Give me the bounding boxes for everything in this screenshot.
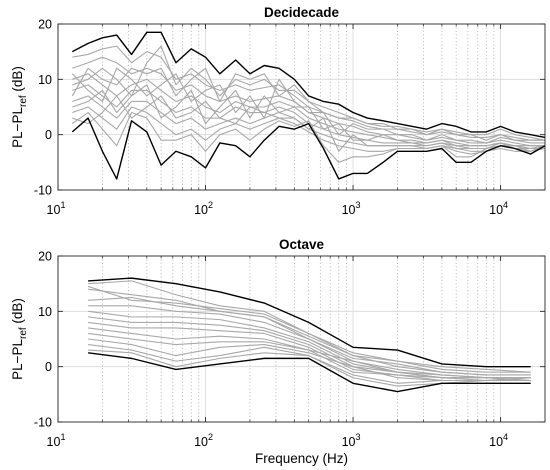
- y-tick-label: 10: [38, 73, 52, 87]
- envelope-lower-line: [71, 117, 546, 180]
- series-line-3: [72, 73, 545, 150]
- envelope-upper-line: [71, 31, 546, 139]
- series-line-5: [88, 310, 531, 379]
- series-line-9: [88, 332, 531, 382]
- y-tick-label: -10: [34, 184, 52, 198]
- x-tick-base: 10: [342, 203, 356, 217]
- y-axis-label-main: PL−PL: [10, 107, 25, 148]
- x-tick-exponent: 2: [208, 432, 213, 442]
- x-tick-base: 10: [342, 435, 356, 449]
- y-axis-label-sub: ref: [18, 95, 29, 107]
- envelope: [88, 277, 531, 393]
- y-tick-label: 0: [45, 360, 52, 374]
- series-line-10: [72, 84, 545, 147]
- y-axis-label: PL−PLref (dB): [10, 66, 29, 148]
- y-axis-label-unit: (dB): [10, 298, 25, 327]
- x-tick-label: 102: [194, 200, 213, 217]
- chart-title: Octave: [279, 237, 325, 252]
- x-tick-base: 10: [194, 203, 208, 217]
- tick-marks: [57, 255, 545, 423]
- series-line-9: [71, 67, 545, 144]
- x-tick-exponent: 4: [503, 200, 508, 210]
- x-tick-exponent: 3: [356, 432, 361, 442]
- series-line-6: [72, 106, 546, 155]
- x-tick-base: 10: [489, 435, 503, 449]
- y-axis-label-sub: ref: [18, 327, 29, 339]
- x-tick-label: 104: [489, 432, 508, 449]
- series-line-7: [71, 111, 546, 163]
- x-tick-exponent: 2: [208, 200, 213, 210]
- series-line-7: [88, 321, 531, 382]
- series-line-12: [88, 349, 531, 387]
- y-tick-label: -10: [34, 416, 52, 430]
- axes-frame: [57, 255, 546, 423]
- envelope-upper-line: [88, 277, 531, 368]
- x-axis-label: Frequency (Hz): [255, 451, 348, 466]
- x-tick-exponent: 4: [503, 432, 508, 442]
- y-tick-label: 20: [38, 18, 52, 32]
- chart-title: Decidecade: [264, 5, 340, 20]
- y-tick-label: 0: [45, 128, 52, 142]
- x-tick-base: 10: [489, 203, 503, 217]
- series-group: [71, 45, 546, 163]
- x-tick-base: 10: [47, 435, 61, 449]
- axes-frame: [57, 23, 546, 191]
- series-line-3: [88, 296, 531, 373]
- y-axis-label: PL−PLref (dB): [10, 298, 29, 380]
- tick-marks: [57, 23, 545, 191]
- x-tick-exponent: 1: [60, 432, 65, 442]
- series-line-13: [87, 285, 531, 373]
- y-tick-label: 10: [38, 305, 52, 319]
- x-tick-label: 103: [342, 200, 361, 217]
- envelope: [71, 31, 546, 180]
- series-group: [87, 280, 531, 387]
- x-tick-label: 101: [47, 432, 66, 449]
- x-tick-base: 10: [47, 203, 61, 217]
- x-tick-exponent: 1: [60, 200, 65, 210]
- x-tick-base: 10: [194, 435, 208, 449]
- y-axis-label-unit: (dB): [10, 66, 25, 95]
- series-line-12: [71, 67, 545, 141]
- x-tick-label: 104: [489, 200, 508, 217]
- envelope-lower-line: [88, 352, 531, 393]
- x-tick-label: 103: [342, 432, 361, 449]
- x-tick-exponent: 3: [356, 200, 361, 210]
- series-line-11: [72, 95, 546, 152]
- x-tick-label: 101: [47, 200, 66, 217]
- y-tick-label: 20: [38, 250, 52, 264]
- y-axis-label-main: PL−PL: [10, 339, 25, 380]
- x-tick-label: 102: [194, 432, 213, 449]
